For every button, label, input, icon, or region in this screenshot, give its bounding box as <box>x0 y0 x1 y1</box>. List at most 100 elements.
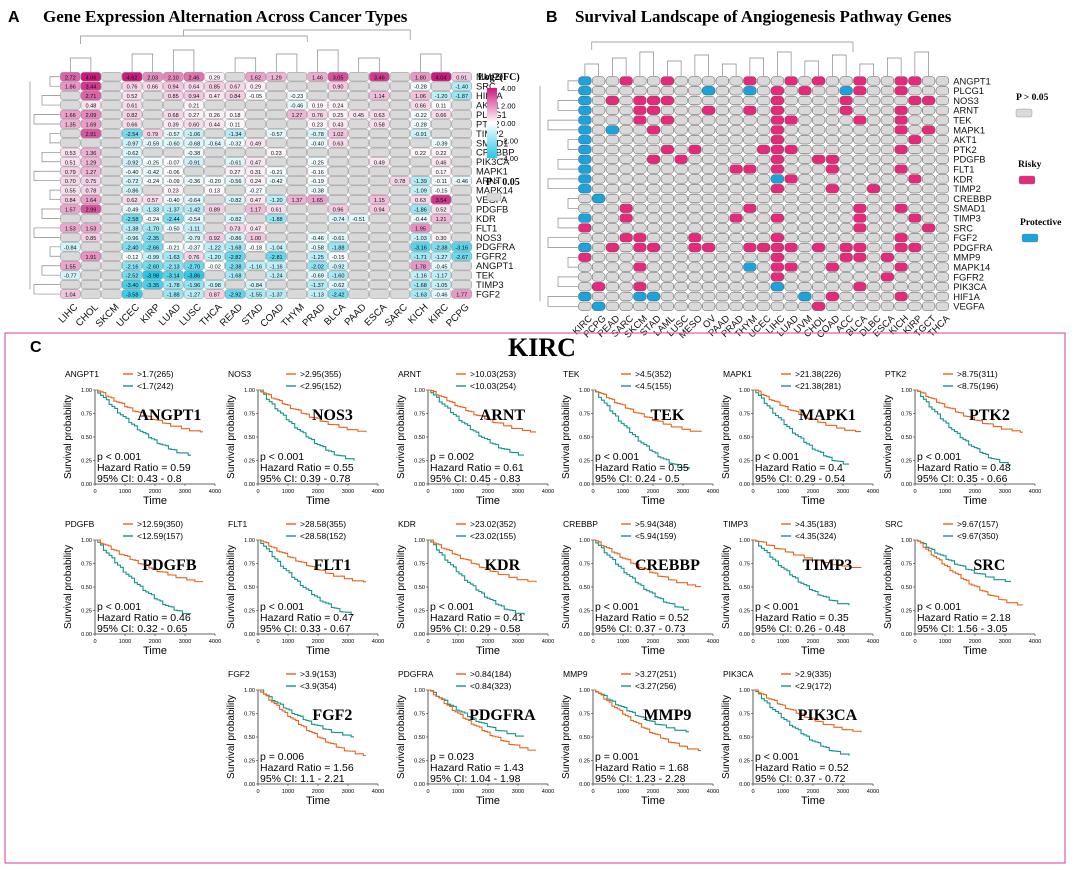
heatmap-cell <box>410 223 431 233</box>
heatmap-cell <box>142 176 163 186</box>
heatmap-cell <box>245 270 266 280</box>
dendro-branch <box>722 63 737 76</box>
heatmap-cell <box>245 81 266 91</box>
cell-value: 1.55 <box>65 264 76 270</box>
cell-value: -0.42 <box>146 170 159 176</box>
survival-cell <box>702 105 716 115</box>
survival-cell <box>578 252 592 262</box>
survival-cell <box>894 125 908 135</box>
y-tick-label: 0.50 <box>739 435 750 441</box>
survival-cell <box>812 282 826 292</box>
survival-cell <box>605 223 619 233</box>
cell-value: -0.18 <box>249 245 262 251</box>
km-ci: 95% CI: 1.23 - 2.28 <box>595 773 686 785</box>
survival-cell <box>812 262 826 272</box>
survival-cell <box>674 105 688 115</box>
cell-value: 1.78 <box>415 264 426 270</box>
km-plot: FLT1 >28.58(355)<28.58(152)0.000.250.500.… <box>226 519 384 657</box>
heatmap-cell <box>183 81 204 91</box>
survival-cell <box>633 135 647 145</box>
km-pvalue: p = 0.002 <box>430 451 474 463</box>
cell-value: 0.63 <box>415 198 426 204</box>
heatmap-cell <box>369 270 390 280</box>
survival-cell <box>935 164 949 174</box>
survival-cell <box>825 291 839 302</box>
y-axis-label: Survival probability <box>226 395 237 479</box>
survival-cell <box>812 76 826 86</box>
cell-value: 2.09 <box>85 113 96 119</box>
survival-cell <box>688 125 702 135</box>
survival-cell <box>592 125 606 135</box>
survival-cell <box>660 301 674 311</box>
heatmap-cell <box>328 176 349 186</box>
survival-cell <box>660 174 674 184</box>
survival-cell <box>853 105 867 115</box>
survival-cell <box>633 301 647 311</box>
survival-cell <box>633 252 647 262</box>
survival-cell <box>592 291 606 302</box>
heatmap-cell <box>183 213 204 223</box>
km-curve-high <box>258 539 366 583</box>
cell-value: 1.53 <box>85 226 96 232</box>
heatmap-cell <box>369 72 390 82</box>
cell-value: -3.40 <box>126 283 139 289</box>
survival-cell <box>908 164 922 174</box>
cell-value: 0.43 <box>333 123 344 129</box>
survival-cell <box>784 135 798 145</box>
cell-value: -0.97 <box>126 141 139 147</box>
survival-cell <box>647 184 661 194</box>
cell-value: -0.38 <box>311 189 324 195</box>
heatmap-cell <box>286 261 307 271</box>
km-curve-low <box>915 389 1011 466</box>
survival-cell <box>674 233 688 243</box>
km-curve-low <box>428 539 525 616</box>
survival-cell <box>839 174 853 184</box>
heatmap-cell <box>121 109 143 120</box>
heatmap-cell <box>451 251 472 261</box>
survival-cell <box>880 262 894 272</box>
column-label: BLCA <box>322 302 348 328</box>
survival-cell <box>935 76 949 86</box>
legend-na-label: P > 0.05 <box>486 177 520 188</box>
heatmap-cell <box>328 147 349 157</box>
survival-cell <box>839 135 853 145</box>
heatmap-cell <box>142 147 163 157</box>
survival-cell <box>922 135 936 145</box>
cell-value: -1.88 <box>167 293 180 299</box>
survival-cell <box>578 262 592 272</box>
km-ci: 95% CI: 1.56 - 3.05 <box>917 623 1008 635</box>
cell-value: -0.06 <box>167 170 180 176</box>
heatmap-cell <box>60 232 81 242</box>
survival-cell <box>853 86 867 96</box>
heatmap-cell <box>266 91 287 101</box>
survival-cell <box>908 115 922 125</box>
row-label: TEK <box>476 270 495 281</box>
survival-cell <box>770 154 784 164</box>
survival-cell <box>784 115 798 125</box>
survival-cell <box>674 135 688 145</box>
survival-cell <box>688 135 702 145</box>
heatmap-cell <box>80 109 101 120</box>
heatmap-cell <box>245 128 266 138</box>
heatmap-cell <box>286 72 307 82</box>
survival-cell <box>688 105 702 115</box>
survival-cell <box>798 115 812 125</box>
heatmap-cell <box>183 251 204 261</box>
survival-cell <box>633 193 647 204</box>
survival-cell <box>825 282 839 292</box>
y-tick-label: 0.75 <box>81 562 92 568</box>
km-hazard-ratio: Hazard Ratio = 0.52 <box>595 612 689 624</box>
survival-cell <box>660 135 674 145</box>
row-label: TIMP3 <box>476 279 504 290</box>
heatmap-cell <box>163 157 184 167</box>
y-tick-label: 0.00 <box>901 632 912 638</box>
km-hazard-ratio: Hazard Ratio = 0.35 <box>755 612 849 624</box>
km-gene-label: PDGFB <box>65 519 95 529</box>
heatmap-cell <box>245 157 266 167</box>
legend-low-label: <21.38(281) <box>795 381 841 391</box>
survival-cell <box>922 115 936 125</box>
km-plot: PIK3CA >2.9(335)<2.9(172)0.000.250.500.75… <box>721 669 879 807</box>
cell-value: -0.28 <box>414 123 427 129</box>
heatmap-cell <box>245 232 266 242</box>
heatmap-cell <box>410 232 431 242</box>
